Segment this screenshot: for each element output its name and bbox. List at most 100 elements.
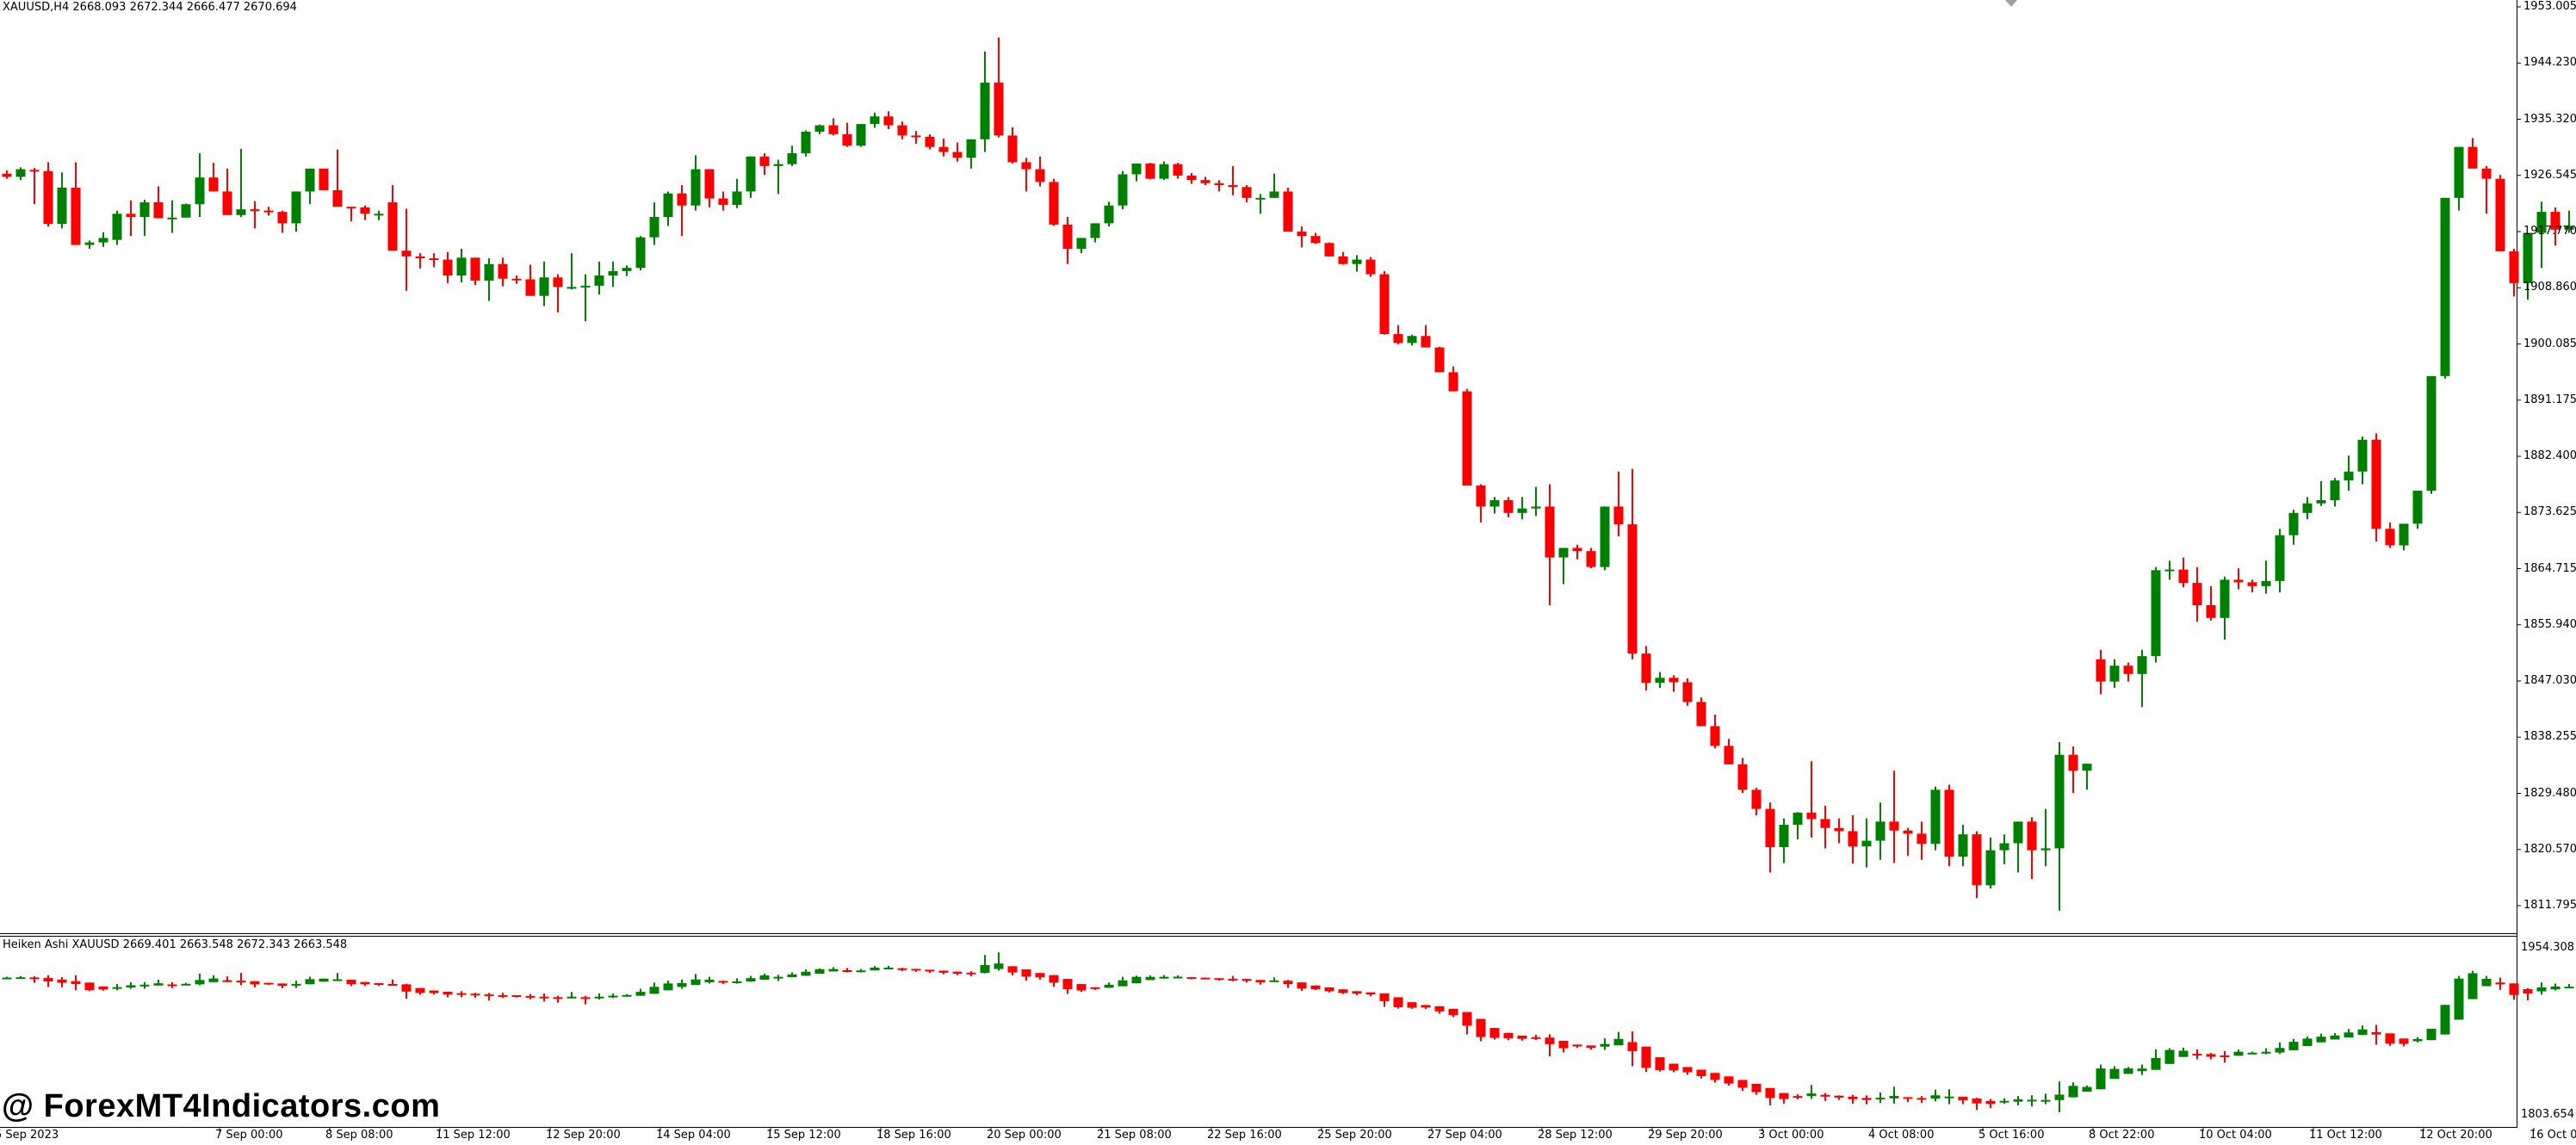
candle-body [2440, 197, 2450, 376]
candle-body [2027, 821, 2037, 851]
candle-body [1242, 187, 1252, 198]
candle-body [938, 146, 949, 152]
ha-body [1049, 975, 1059, 983]
time-axis-label: 29 Sep 20:00 [1648, 1129, 1723, 1142]
time-axis-label: 16 Oct 00:00 [2530, 1129, 2576, 1142]
candle-body [1049, 182, 1059, 225]
ha-body [801, 971, 811, 976]
ha-body [1889, 1096, 1899, 1099]
ha-body [1558, 1041, 1569, 1049]
candle-body [1021, 162, 1031, 170]
candle-body [57, 188, 67, 225]
symbol-title: XAUUSD,H4 2668.093 2672.344 2666.477 267… [3, 1, 297, 14]
candle-body [2233, 579, 2244, 583]
ha-body [1200, 977, 1211, 980]
ha-body [1131, 976, 1142, 984]
ha-body [1517, 1035, 1527, 1039]
ha-body [2468, 973, 2478, 1000]
ha-body [1586, 1045, 1596, 1049]
ha-body [870, 967, 880, 971]
candle-body [2454, 146, 2464, 198]
time-axis-label: 8 Sep 08:00 [325, 1129, 393, 1142]
price-axis-label: 1873.625 [2523, 505, 2576, 519]
ha-body [553, 997, 563, 1000]
candle-body [360, 207, 370, 214]
ha-body [608, 995, 618, 998]
ha-body [980, 964, 990, 974]
time-axis-label: 21 Sep 08:00 [1097, 1129, 1172, 1142]
price-axis-label: 1944.230 [2523, 56, 2576, 70]
candle-body [250, 209, 260, 212]
ha-body [1476, 1018, 1486, 1037]
time-axis-label: 15 Sep 12:00 [766, 1129, 841, 1142]
ha-body [2082, 1086, 2092, 1092]
price-axis-label: 1935.320 [2523, 112, 2576, 126]
ha-body [1503, 1032, 1514, 1039]
candle-body [594, 275, 604, 286]
ha-body [1531, 1037, 1541, 1039]
ha-body [635, 992, 646, 996]
ha-body [1669, 1063, 1679, 1071]
ha-body [236, 981, 246, 983]
ha-body [1104, 984, 1114, 988]
ha-body [2233, 1051, 2244, 1056]
candle-body [704, 169, 715, 199]
ha-body [1985, 1100, 1996, 1105]
ha-body [1269, 980, 1279, 982]
time-axis-ticks [219, 1128, 2535, 1131]
ha-body [2371, 1031, 2381, 1035]
candle-body [511, 278, 522, 281]
ha-body [1159, 976, 1169, 979]
candle-body [181, 204, 191, 218]
ha-body [1944, 1096, 1954, 1099]
candle-body [1324, 243, 1334, 257]
candle-body [1503, 500, 1514, 513]
candle-body [1200, 180, 1211, 183]
price-axis-label: 1926.545 [2523, 168, 2576, 182]
ha-body [291, 983, 301, 986]
ha-body [1958, 1096, 1968, 1101]
candle-body [2344, 471, 2354, 481]
ha-body [1062, 979, 1073, 990]
ha-body [443, 992, 453, 995]
candle-body [126, 214, 136, 218]
ha-body [663, 983, 673, 991]
candle-body [43, 170, 53, 225]
ha-body [925, 969, 935, 972]
ha-body [167, 984, 177, 987]
ha-body [718, 981, 728, 983]
candle-body [1269, 191, 1279, 198]
candle-body [539, 277, 549, 296]
ha-body [2454, 978, 2464, 1020]
ha-body [1228, 978, 1238, 981]
candle-body [1806, 813, 1817, 820]
ha-body [2385, 1033, 2395, 1044]
candle-body [2123, 665, 2133, 674]
candle-body [1724, 746, 1734, 764]
candle-body [1848, 831, 1858, 847]
candle-body [1338, 256, 1348, 264]
candle-body [1159, 164, 1169, 179]
time-axis-label: 27 Sep 04:00 [1427, 1129, 1502, 1142]
candle-body [759, 156, 770, 166]
ha-body [1462, 1012, 1472, 1026]
ha-body [2247, 1052, 2257, 1055]
price-axis-label: 1882.400 [2523, 449, 2576, 462]
candle-body [2275, 535, 2285, 581]
ha-body [1613, 1038, 1624, 1046]
ha-body [1861, 1098, 1872, 1100]
ha-body [2192, 1054, 2202, 1056]
ha-body [2040, 1099, 2051, 1102]
candle-body [484, 263, 494, 281]
candle-body [580, 285, 591, 288]
candle-body [167, 217, 177, 220]
candle-body [1145, 163, 1155, 179]
candle-body [773, 164, 783, 166]
chart-shift-marker-icon[interactable] [2005, 0, 2017, 7]
ha-body [677, 982, 687, 987]
time-axis-label: 20 Sep 00:00 [987, 1129, 1062, 1142]
indicator-title: Heiken Ashi XAUUSD 2669.401 2663.548 267… [3, 938, 348, 951]
ha-body [153, 983, 164, 986]
